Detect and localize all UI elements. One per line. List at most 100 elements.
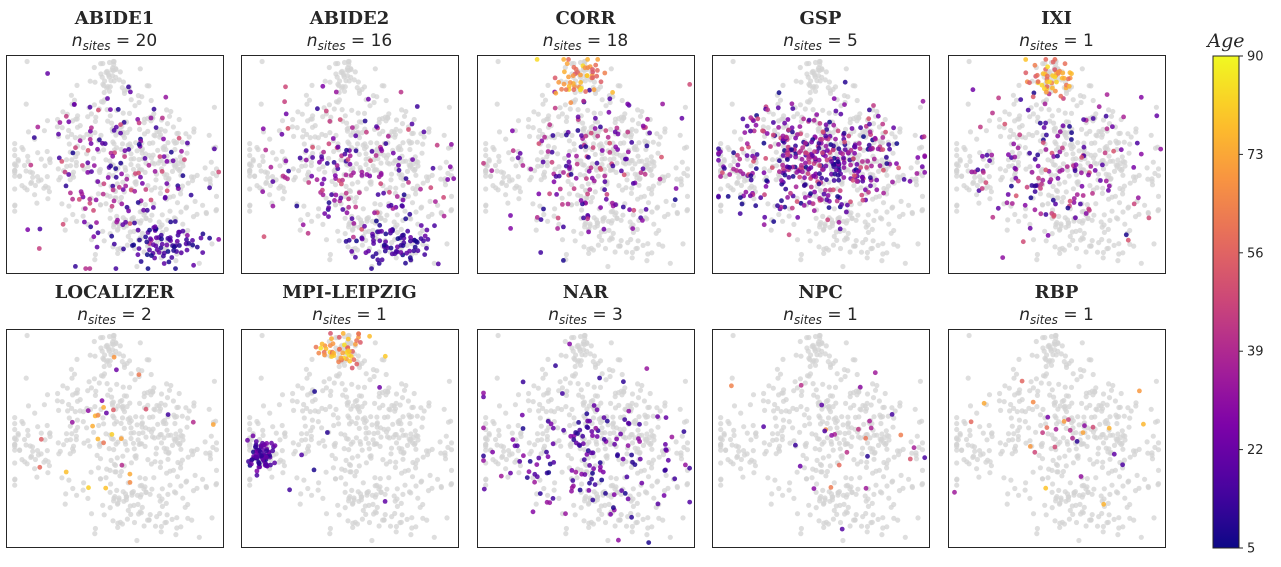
background-point bbox=[115, 439, 121, 445]
panel-subtitle: nsites = 20 bbox=[72, 31, 157, 53]
background-point bbox=[320, 495, 326, 501]
background-point bbox=[843, 66, 849, 72]
background-point bbox=[572, 147, 578, 153]
background-point bbox=[397, 402, 403, 408]
data-point bbox=[528, 166, 534, 172]
background-point bbox=[183, 131, 189, 137]
background-point bbox=[302, 423, 308, 429]
background-point bbox=[158, 400, 164, 406]
background-point bbox=[426, 400, 432, 406]
data-point bbox=[806, 117, 812, 123]
background-point bbox=[92, 531, 98, 537]
background-point bbox=[310, 424, 316, 430]
background-point bbox=[170, 467, 176, 473]
background-point bbox=[813, 84, 819, 90]
background-point bbox=[1051, 162, 1057, 168]
background-point bbox=[92, 251, 98, 258]
data-point bbox=[852, 144, 858, 150]
background-point bbox=[44, 148, 50, 155]
data-point bbox=[1090, 191, 1095, 196]
data-point bbox=[1032, 207, 1038, 213]
data-point bbox=[850, 177, 856, 183]
background-point bbox=[623, 249, 630, 255]
background-point bbox=[66, 401, 72, 408]
background-point bbox=[1118, 168, 1124, 174]
background-point bbox=[608, 66, 614, 72]
background-point bbox=[208, 159, 214, 165]
background-point bbox=[12, 186, 18, 192]
background-point bbox=[307, 409, 313, 415]
background-point bbox=[267, 192, 273, 198]
background-point bbox=[628, 190, 635, 196]
background-point bbox=[806, 81, 812, 87]
background-point bbox=[66, 203, 72, 209]
data-point bbox=[837, 188, 843, 194]
data-point bbox=[547, 191, 552, 197]
data-point bbox=[336, 334, 342, 340]
background-point bbox=[91, 376, 97, 382]
background-point bbox=[1127, 180, 1133, 186]
background-point bbox=[825, 85, 831, 91]
background-point bbox=[443, 159, 449, 165]
background-point bbox=[327, 392, 333, 398]
background-point bbox=[727, 162, 734, 169]
data-point bbox=[1073, 215, 1078, 221]
background-point bbox=[69, 375, 75, 381]
background-point bbox=[356, 463, 362, 469]
background-point bbox=[280, 459, 286, 465]
data-point bbox=[761, 222, 767, 228]
background-point bbox=[405, 467, 411, 473]
background-point bbox=[639, 382, 645, 389]
background-point bbox=[377, 476, 383, 482]
background-point bbox=[139, 504, 145, 510]
data-point bbox=[334, 163, 340, 168]
background-point bbox=[194, 485, 200, 491]
data-point bbox=[212, 146, 217, 152]
background-point bbox=[864, 249, 871, 256]
background-point bbox=[95, 191, 101, 197]
background-point bbox=[594, 220, 600, 226]
background-point bbox=[1115, 216, 1121, 222]
background-point bbox=[1045, 201, 1051, 207]
data-point bbox=[133, 171, 138, 177]
background-point bbox=[12, 482, 18, 488]
data-point bbox=[324, 161, 330, 166]
data-point bbox=[447, 164, 453, 170]
data-point bbox=[718, 174, 723, 179]
background-point bbox=[25, 403, 32, 409]
background-point bbox=[1121, 139, 1127, 145]
background-point bbox=[128, 435, 134, 442]
data-point bbox=[573, 66, 579, 72]
background-point bbox=[1056, 107, 1062, 113]
background-point bbox=[684, 207, 691, 213]
data-point bbox=[508, 213, 513, 218]
data-point bbox=[383, 231, 389, 237]
data-point bbox=[799, 156, 805, 162]
background-point bbox=[364, 492, 370, 498]
background-point bbox=[791, 221, 797, 227]
data-point bbox=[851, 156, 856, 162]
background-point bbox=[377, 202, 383, 208]
data-point bbox=[340, 177, 345, 183]
data-point bbox=[119, 462, 125, 468]
background-point bbox=[350, 165, 356, 171]
background-point bbox=[590, 247, 597, 253]
background-point bbox=[1136, 211, 1142, 217]
data-point bbox=[405, 228, 411, 234]
background-point bbox=[663, 198, 669, 204]
background-point bbox=[119, 141, 126, 147]
background-point bbox=[386, 385, 392, 391]
background-point bbox=[360, 480, 366, 486]
data-point bbox=[738, 195, 743, 201]
data-point bbox=[590, 67, 595, 72]
background-point bbox=[137, 494, 143, 500]
background-point bbox=[100, 81, 106, 87]
data-point bbox=[836, 146, 842, 152]
data-point bbox=[151, 242, 156, 248]
background-point bbox=[773, 149, 779, 155]
data-point bbox=[160, 115, 165, 121]
background-point bbox=[100, 415, 106, 421]
data-point bbox=[449, 142, 454, 147]
data-point bbox=[326, 205, 332, 211]
data-point bbox=[1069, 71, 1074, 77]
